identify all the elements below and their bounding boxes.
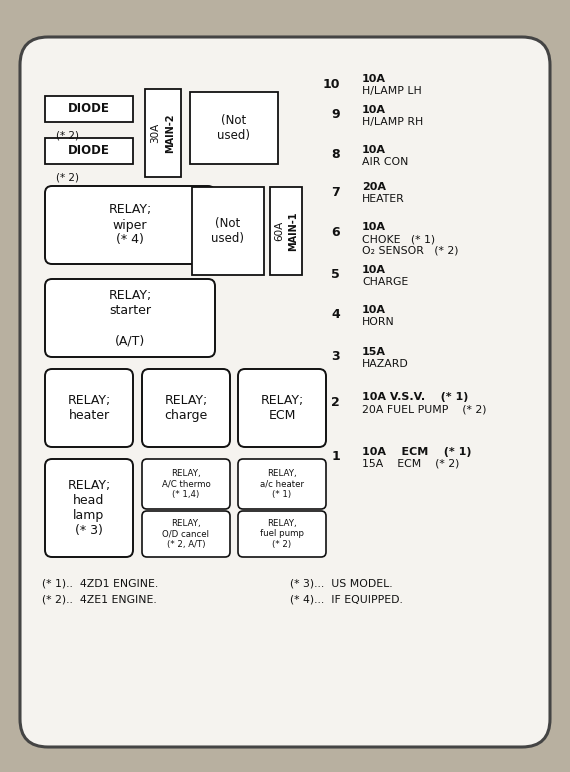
Bar <box>270 187 302 275</box>
Text: 10A: 10A <box>362 265 386 275</box>
Text: 10A: 10A <box>362 145 386 155</box>
Text: MAIN-2: MAIN-2 <box>165 113 175 153</box>
Text: 1: 1 <box>331 451 340 463</box>
Text: (* 2)..  4ZE1 ENGINE.: (* 2).. 4ZE1 ENGINE. <box>42 594 157 604</box>
Text: 10A V.S.V.    (* 1): 10A V.S.V. (* 1) <box>362 392 469 402</box>
FancyBboxPatch shape <box>45 186 215 264</box>
FancyBboxPatch shape <box>45 369 133 447</box>
Text: 8: 8 <box>331 148 340 161</box>
Bar <box>145 89 181 177</box>
Text: HEATER: HEATER <box>362 194 405 204</box>
Text: RELAY,
A/C thermo
(* 1,4): RELAY, A/C thermo (* 1,4) <box>162 469 210 499</box>
Bar <box>190 92 278 164</box>
Text: 10A    ECM    (* 1): 10A ECM (* 1) <box>362 447 471 457</box>
Text: MAIN-1: MAIN-1 <box>288 212 298 251</box>
Text: 30A: 30A <box>150 123 160 143</box>
Text: RELAY;
head
lamp
(* 3): RELAY; head lamp (* 3) <box>67 479 111 537</box>
FancyBboxPatch shape <box>45 459 133 557</box>
FancyBboxPatch shape <box>238 511 326 557</box>
Text: 10: 10 <box>323 77 340 90</box>
Text: RELAY;
wiper
(* 4): RELAY; wiper (* 4) <box>108 204 152 246</box>
FancyBboxPatch shape <box>142 369 230 447</box>
Text: (Not
used): (Not used) <box>218 114 250 142</box>
Text: RELAY,
O/D cancel
(* 2, A/T): RELAY, O/D cancel (* 2, A/T) <box>162 519 210 549</box>
Text: 15A    ECM    (* 2): 15A ECM (* 2) <box>362 459 459 469</box>
Bar <box>192 187 264 275</box>
Text: (* 2): (* 2) <box>56 130 79 140</box>
Text: 4: 4 <box>331 309 340 321</box>
Text: (* 4)...  IF EQUIPPED.: (* 4)... IF EQUIPPED. <box>290 594 403 604</box>
Text: 10A: 10A <box>362 105 386 115</box>
Text: H/LAMP LH: H/LAMP LH <box>362 86 422 96</box>
FancyBboxPatch shape <box>142 511 230 557</box>
Text: AIR CON: AIR CON <box>362 157 408 167</box>
FancyBboxPatch shape <box>142 459 230 509</box>
Text: RELAY,
a/c heater
(* 1): RELAY, a/c heater (* 1) <box>260 469 304 499</box>
Bar <box>45 138 133 164</box>
Text: DIODE: DIODE <box>68 103 110 116</box>
Text: 15A: 15A <box>362 347 386 357</box>
Text: 5: 5 <box>331 269 340 282</box>
Text: 3: 3 <box>331 350 340 364</box>
Text: 20A FUEL PUMP    (* 2): 20A FUEL PUMP (* 2) <box>362 404 487 414</box>
Text: (* 1)..  4ZD1 ENGINE.: (* 1).. 4ZD1 ENGINE. <box>42 579 158 589</box>
Text: (Not
used): (Not used) <box>211 217 245 245</box>
Text: 6: 6 <box>331 225 340 239</box>
FancyBboxPatch shape <box>238 369 326 447</box>
Text: 10A: 10A <box>362 305 386 315</box>
Text: 10A: 10A <box>362 222 386 232</box>
FancyBboxPatch shape <box>20 37 550 747</box>
FancyBboxPatch shape <box>238 459 326 509</box>
Bar <box>45 96 133 122</box>
Text: 2: 2 <box>331 395 340 408</box>
Text: RELAY,
fuel pump
(* 2): RELAY, fuel pump (* 2) <box>260 519 304 549</box>
Text: H/LAMP RH: H/LAMP RH <box>362 117 424 127</box>
Text: CHARGE: CHARGE <box>362 277 408 287</box>
Text: 10A: 10A <box>362 74 386 84</box>
Text: HORN: HORN <box>362 317 395 327</box>
Text: RELAY;
charge: RELAY; charge <box>164 394 207 422</box>
Text: 9: 9 <box>331 109 340 121</box>
FancyBboxPatch shape <box>45 279 215 357</box>
Text: RELAY;
heater: RELAY; heater <box>67 394 111 422</box>
Text: CHOKE   (* 1)
O₂ SENSOR   (* 2): CHOKE (* 1) O₂ SENSOR (* 2) <box>362 234 458 256</box>
Text: (* 2): (* 2) <box>56 172 79 182</box>
Text: RELAY;
starter

(A/T): RELAY; starter (A/T) <box>108 289 152 347</box>
Text: 60A: 60A <box>274 221 284 241</box>
Text: 20A: 20A <box>362 182 386 192</box>
Text: HAZARD: HAZARD <box>362 359 409 369</box>
Text: RELAY;
ECM: RELAY; ECM <box>260 394 304 422</box>
Text: DIODE: DIODE <box>68 144 110 157</box>
Text: 7: 7 <box>331 185 340 198</box>
Text: (* 3)...  US MODEL.: (* 3)... US MODEL. <box>290 579 393 589</box>
